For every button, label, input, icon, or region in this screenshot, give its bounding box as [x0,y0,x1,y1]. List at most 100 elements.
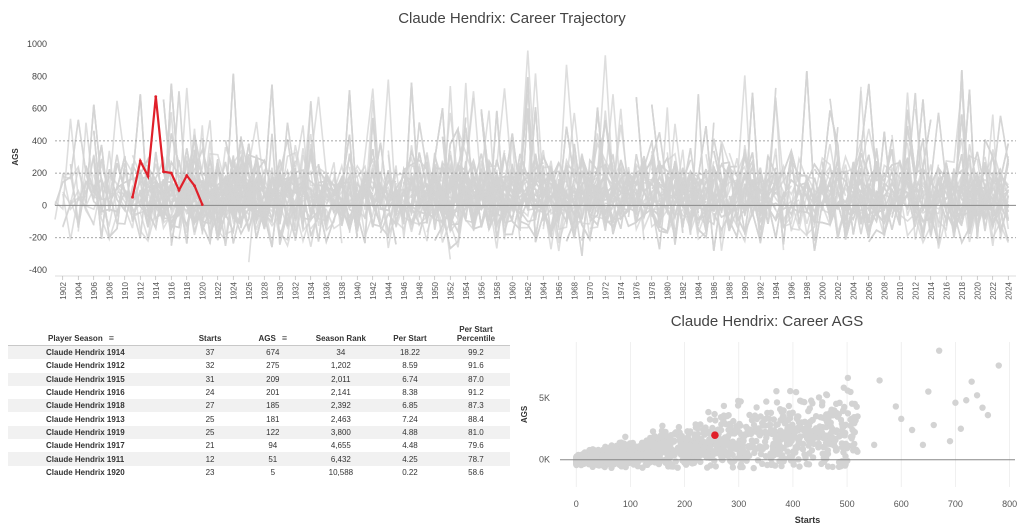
table-cell: 78.7 [468,454,484,464]
background-point [700,426,707,434]
background-point [798,425,806,432]
x-tick-label: 200 [677,499,692,509]
header-per-start-percentile[interactable]: Per Start Percentile [456,325,496,343]
background-career-line [465,175,537,230]
background-point [706,430,713,437]
table-row[interactable]: Claude Hendrix 1916 24 201 2,141 8.38 91.2 [8,386,510,399]
background-point [604,448,611,455]
header-per-start[interactable]: Per Start [393,334,427,343]
highlight-point[interactable] [177,188,181,192]
x-tick-label: 2000 [818,281,827,299]
trajectory-chart[interactable]: -400 -200 0 200 400 600 800 1000 AGS 1902 1904 1906… [0,0,1024,300]
header-starts[interactable]: Starts [198,334,222,343]
sort-icon[interactable]: ≡ [108,333,114,343]
background-point [811,427,818,434]
background-point [685,451,692,458]
background-point [717,449,724,457]
season-table[interactable]: Player Season ≡ Starts AGS ≡ Season Rank P… [8,318,510,479]
background-career-lines [54,50,1010,263]
table-cell: 275 [266,361,280,371]
x-tick-label: 1946 [400,281,409,299]
highlight-point[interactable] [154,95,158,99]
background-point [805,461,813,468]
table-row[interactable]: Claude Hendrix 1914 37 674 34 18.22 99.2 [8,345,510,360]
table-row[interactable]: Claude Hendrix 1912 32 275 1,202 8.59 91.6 [8,359,510,372]
background-point [669,451,676,459]
highlight-point[interactable] [185,174,189,177]
x-tick-label: 1988 [725,281,734,299]
x-tick-label: 1986 [710,281,719,299]
y-axis-label: AGS [11,148,20,166]
x-tick-label: 2010 [896,281,905,299]
highlight-point[interactable] [131,195,134,199]
table-row[interactable]: Claude Hendrix 1920 23 5 10,588 0.22 58.6 [8,466,510,479]
highlight-career-line[interactable] [131,96,204,206]
highlight-point[interactable] [200,203,204,207]
x-tick-label: 1970 [586,281,595,299]
ags-scatter-chart[interactable]: 0K 5K AGS 0 100 200 300 400 500 600 700 800 Starts [510,317,1024,527]
background-point [935,347,943,354]
background-point [753,415,760,423]
background-points [573,347,1002,472]
background-point [768,460,775,467]
x-tick-label: 1992 [756,281,765,299]
table-cell: 87.0 [468,374,484,384]
header-ags[interactable]: AGS ≡ [258,333,288,343]
background-point [690,448,698,455]
highlight-point[interactable] [193,184,196,188]
background-point [995,362,1002,369]
background-career-line [961,184,1010,218]
y-axis-label: AGS [520,405,529,423]
table-row[interactable]: Claude Hendrix 1913 25 181 2,463 7.24 88.4 [8,412,510,425]
background-point [818,428,825,436]
background-point [758,429,765,436]
background-point [659,422,666,429]
table-cell: 21 [205,441,215,451]
table-cell: 1,202 [330,361,351,371]
table-cell: 2,392 [330,401,351,411]
y-tick-label: 0 [42,200,47,210]
x-tick-label: 1966 [555,281,564,299]
background-career-line [333,117,405,244]
x-tick-label: 600 [894,499,909,509]
x-tick-label: 400 [785,499,800,509]
background-point [837,416,845,424]
highlight-point[interactable] [169,171,173,175]
y-tick-label: -400 [29,265,47,275]
background-career-line [953,89,1009,240]
background-point [892,403,900,410]
highlight-point[interactable] [711,431,719,439]
background-point [727,457,734,465]
x-tick-label: 1924 [229,281,238,299]
highlight-point[interactable] [162,170,165,174]
table-row[interactable]: Claude Hendrix 1918 27 185 2,392 6.85 87.3 [8,399,510,413]
background-point [842,453,849,460]
x-tick-label: 1994 [772,281,781,299]
background-point [925,388,932,395]
table-row[interactable]: Claude Hendrix 1911 12 51 6,432 4.25 78.7 [8,452,510,466]
table-row[interactable]: Claude Hendrix 1917 21 94 4,655 4.48 79.6 [8,439,510,452]
background-point [808,447,816,454]
background-point [815,394,823,401]
background-point [759,460,766,467]
table-cell: Claude Hendrix 1920 [46,467,125,477]
background-point [799,440,807,447]
highlight-point[interactable] [138,159,142,163]
x-tick-label: 1982 [679,281,688,299]
table-cell: 2,011 [331,374,351,384]
table-row[interactable]: Claude Hendrix 1915 31 209 2,011 6.74 87.0 [8,372,510,386]
x-tick-label: 1918 [183,281,192,299]
table-row[interactable]: Claude Hendrix 1919 25 122 3,800 4.88 81.0 [8,425,510,440]
background-point [592,449,599,456]
table-cell: 8.59 [402,361,418,371]
background-point [746,452,753,460]
background-career-line [162,163,289,235]
table-cell: Claude Hendrix 1919 [46,427,125,437]
header-player-season[interactable]: Player Season ≡ [48,333,114,343]
highlight-point[interactable] [146,174,150,178]
y-tick-label: 0K [539,455,550,465]
sort-icon[interactable]: ≡ [281,333,288,343]
background-career-line [139,170,188,229]
background-point [853,403,860,410]
header-season-rank[interactable]: Season Rank [315,334,366,343]
